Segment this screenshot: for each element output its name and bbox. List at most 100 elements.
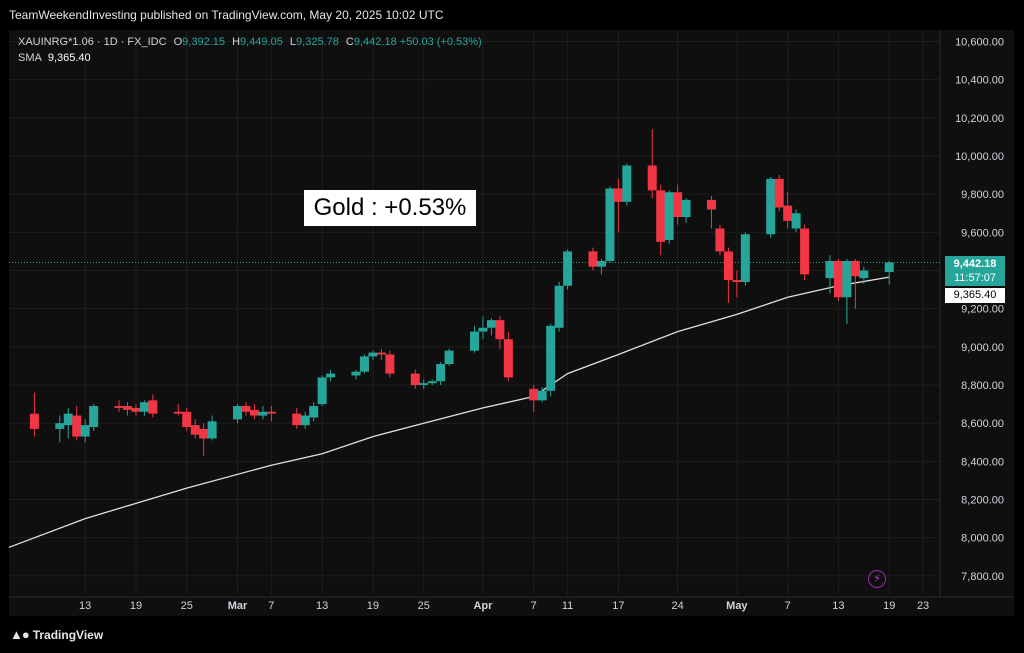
candle <box>774 178 784 208</box>
sma-row[interactable]: SMA 9,365.40 <box>18 50 482 66</box>
annotation-label[interactable]: Gold : +0.53% <box>304 190 476 226</box>
lightning-icon[interactable]: ⚡ <box>868 570 886 588</box>
candle <box>233 406 243 420</box>
candle <box>182 411 192 428</box>
x-tick-label: 19 <box>130 600 142 612</box>
candle <box>486 320 496 328</box>
candle <box>359 356 369 372</box>
close-key: C <box>345 36 354 48</box>
open-key: O <box>173 36 183 48</box>
candle <box>190 425 200 435</box>
candle <box>80 425 90 437</box>
candle <box>410 373 420 386</box>
last-price-value: 9,442.18 <box>953 258 997 270</box>
open-value: 9,392.15 <box>182 36 225 48</box>
candle <box>613 188 623 202</box>
candle <box>199 428 209 439</box>
x-tick-label: 24 <box>672 600 684 612</box>
x-tick-label: May <box>726 600 748 612</box>
candle <box>596 260 606 267</box>
candle <box>249 409 259 416</box>
high-key: H <box>232 36 241 48</box>
x-tick-label: Apr <box>473 600 493 612</box>
candle <box>732 280 742 282</box>
candle <box>258 411 268 416</box>
candle <box>529 388 539 401</box>
x-tick-label: 25 <box>418 600 430 612</box>
candle <box>664 192 674 240</box>
candle <box>419 383 429 386</box>
candle <box>647 165 657 191</box>
high-value: 9,449.05 <box>240 36 283 48</box>
candle <box>114 406 124 408</box>
candle <box>546 325 556 391</box>
x-tick-label: 23 <box>917 600 929 612</box>
x-tick-label: 19 <box>367 600 379 612</box>
x-tick-label: 13 <box>832 600 844 612</box>
candle <box>63 413 73 426</box>
x-tick-label: 17 <box>612 600 624 612</box>
candle <box>470 331 479 351</box>
candle <box>148 400 158 414</box>
low-key: L <box>289 36 297 48</box>
candle <box>444 350 454 365</box>
close-value: 9,442.18 <box>353 36 397 48</box>
published-caption: TeamWeekendInvesting published on Tradin… <box>9 8 444 22</box>
candle <box>207 421 217 439</box>
candle <box>503 339 513 378</box>
candle <box>740 234 750 282</box>
y-tick-label: 8,400.00 <box>961 456 1004 468</box>
y-tick-label: 8,600.00 <box>961 418 1004 430</box>
candle <box>478 327 488 332</box>
symbol-label[interactable]: XAUINRG*1.06 · 1D · FX_IDC <box>18 36 167 48</box>
candle <box>72 415 82 437</box>
candle <box>605 188 615 261</box>
candle <box>376 352 386 355</box>
candle <box>317 377 327 405</box>
sma-label: SMA <box>18 52 42 64</box>
candle <box>139 402 149 412</box>
brand-footer: ▲● TradingView <box>10 627 103 642</box>
change-value: +50.03 (+0.53%) <box>399 36 482 48</box>
y-tick-label: 9,000.00 <box>961 342 1004 354</box>
candle <box>791 213 801 229</box>
candle <box>766 178 776 235</box>
candle <box>537 390 547 401</box>
legend: XAUINRG*1.06 · 1D · FX_IDC O9,392.15 H9,… <box>18 34 482 66</box>
y-tick-label: 10,200.00 <box>955 113 1004 125</box>
ohlc-row: XAUINRG*1.06 · 1D · FX_IDC O9,392.15 H9,… <box>18 34 482 50</box>
y-tick-label: 10,000.00 <box>955 151 1004 163</box>
tradingview-logo-icon: ▲● <box>10 627 30 642</box>
candle <box>300 415 310 426</box>
bar-countdown: 11:57:07 <box>953 272 996 284</box>
candle <box>292 413 302 426</box>
x-tick-label: 11 <box>562 600 573 612</box>
y-tick-label: 8,000.00 <box>961 533 1004 545</box>
sma-line <box>8 276 890 548</box>
x-tick-label: 7 <box>531 600 537 612</box>
sma-legend-value: 9,365.40 <box>47 52 91 64</box>
x-tick-label: 13 <box>316 600 328 612</box>
candle <box>554 285 564 328</box>
y-tick-label: 8,200.00 <box>961 495 1004 507</box>
sma-price-badge: 9,365.40 <box>945 288 1005 303</box>
candle <box>29 413 39 429</box>
y-tick-label: 9,800.00 <box>961 189 1004 201</box>
candle <box>859 270 869 279</box>
candle <box>673 192 683 218</box>
candle <box>833 260 843 298</box>
candle <box>351 371 361 376</box>
candle <box>723 251 733 281</box>
candle <box>706 199 716 210</box>
candle <box>588 251 598 267</box>
x-tick-label: 7 <box>785 600 791 612</box>
candle <box>563 251 573 286</box>
y-tick-label: 10,400.00 <box>955 75 1004 87</box>
candle <box>800 228 810 275</box>
candle <box>427 381 437 384</box>
candle <box>825 260 835 279</box>
candle <box>309 406 319 418</box>
candle <box>783 205 793 221</box>
